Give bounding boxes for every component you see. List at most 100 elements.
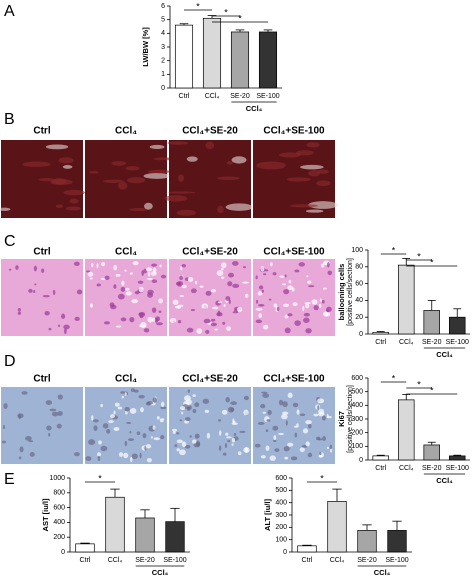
texture xyxy=(299,447,305,453)
texture xyxy=(181,411,184,415)
significance-label: * xyxy=(392,373,396,383)
texture xyxy=(62,165,73,169)
texture xyxy=(28,288,33,293)
texture xyxy=(156,416,160,420)
texture xyxy=(282,401,288,408)
texture xyxy=(244,447,248,453)
photo-caption: Ctrl xyxy=(33,247,50,258)
texture xyxy=(121,280,125,286)
texture xyxy=(98,440,102,445)
y-tick-label: 400 xyxy=(351,402,363,409)
texture xyxy=(152,397,158,403)
y-tick-label: 600 xyxy=(351,375,363,382)
texture xyxy=(282,283,287,286)
texture xyxy=(302,305,305,312)
texture xyxy=(232,283,240,288)
texture xyxy=(233,432,237,436)
texture xyxy=(224,443,228,448)
texture xyxy=(313,413,319,417)
texture xyxy=(225,296,231,301)
texture xyxy=(152,317,156,322)
texture xyxy=(44,310,50,316)
y-tick-label: 200 xyxy=(351,430,363,437)
texture xyxy=(50,179,73,185)
texture xyxy=(199,285,204,288)
texture xyxy=(110,304,117,310)
x-tick-label: SE-20 xyxy=(135,557,155,564)
texture xyxy=(69,198,79,204)
texture xyxy=(288,279,292,284)
texture xyxy=(308,423,312,429)
texture xyxy=(306,275,309,278)
texture xyxy=(327,415,332,419)
y-tick-label: 6 xyxy=(161,3,165,10)
bar xyxy=(105,496,125,553)
texture xyxy=(218,445,222,451)
texture xyxy=(130,456,133,463)
texture xyxy=(194,433,200,439)
texture xyxy=(174,444,178,447)
significance-label: * xyxy=(392,245,396,255)
texture xyxy=(204,409,210,414)
texture xyxy=(129,208,148,212)
texture xyxy=(172,299,179,305)
photo-caption: CCl₄+SE-100 xyxy=(263,247,325,258)
texture xyxy=(321,415,326,421)
texture xyxy=(187,389,191,393)
texture xyxy=(41,268,45,273)
texture xyxy=(263,273,267,276)
texture xyxy=(192,394,196,398)
texture xyxy=(292,402,299,408)
texture xyxy=(269,262,273,267)
texture xyxy=(104,275,110,281)
panel-label: C xyxy=(4,233,16,250)
texture xyxy=(282,303,290,308)
texture xyxy=(127,177,146,184)
texture xyxy=(282,411,289,415)
texture xyxy=(146,401,154,405)
y-axis-label: LW/BW [%] xyxy=(141,27,150,67)
texture xyxy=(17,308,21,312)
significance-label: * xyxy=(224,7,228,17)
texture xyxy=(38,178,55,182)
texture xyxy=(145,444,152,449)
texture xyxy=(269,455,276,461)
y-tick-label: 5 xyxy=(161,17,165,24)
texture xyxy=(276,306,280,312)
texture xyxy=(138,394,145,399)
texture xyxy=(176,448,180,452)
texture xyxy=(211,306,219,310)
texture xyxy=(180,266,183,271)
texture xyxy=(141,270,145,276)
y-axis-label: Ki67 xyxy=(337,411,346,427)
texture xyxy=(318,408,325,415)
texture xyxy=(174,305,180,309)
texture xyxy=(243,266,246,269)
photo xyxy=(253,387,335,464)
texture xyxy=(257,291,263,296)
significance-label: * xyxy=(430,257,434,267)
texture xyxy=(86,270,91,273)
panel-label: B xyxy=(4,111,15,128)
texture xyxy=(96,283,101,287)
significance-label: * xyxy=(238,13,242,23)
texture xyxy=(48,432,51,437)
x-tick-label: SE-20 xyxy=(422,465,442,472)
texture xyxy=(103,321,110,325)
texture xyxy=(34,283,37,286)
texture xyxy=(113,264,118,271)
significance-label: * xyxy=(417,251,421,261)
texture xyxy=(305,328,312,334)
texture xyxy=(266,419,271,422)
texture xyxy=(226,326,231,331)
texture xyxy=(216,270,224,277)
texture xyxy=(225,203,253,211)
texture xyxy=(154,318,159,323)
y-tick-label: 600 xyxy=(53,504,65,511)
texture xyxy=(260,265,265,272)
texture xyxy=(326,446,330,450)
texture xyxy=(243,409,249,416)
texture xyxy=(226,436,232,439)
texture xyxy=(292,302,298,307)
texture xyxy=(283,446,290,452)
